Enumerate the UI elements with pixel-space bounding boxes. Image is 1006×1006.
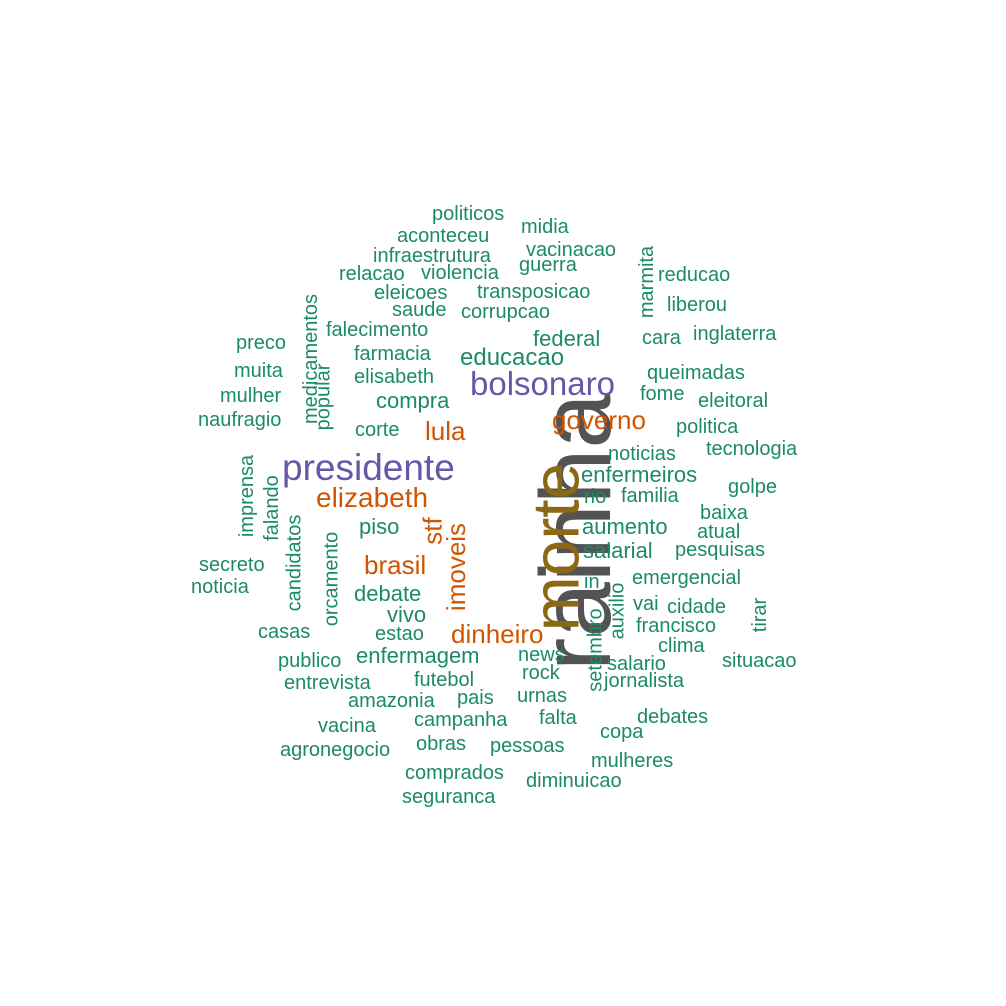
word: setembro <box>584 608 607 692</box>
word: fome <box>640 383 685 405</box>
word: presidente <box>282 447 455 488</box>
word: liberou <box>667 294 728 316</box>
word: violencia <box>421 262 499 284</box>
word: comprados <box>405 762 504 784</box>
word: noticias <box>608 443 676 465</box>
word: aconteceu <box>397 225 490 247</box>
word: aumento <box>582 514 668 539</box>
word: marmita <box>636 245 659 319</box>
word: entrevista <box>284 672 371 694</box>
word: bolsonaro <box>470 365 615 402</box>
word: transposicao <box>477 281 591 303</box>
word: lula <box>425 416 466 446</box>
word: dinheiro <box>451 619 544 649</box>
word: obras <box>416 733 467 755</box>
word: elizabeth <box>316 482 429 513</box>
word: cara <box>642 327 681 349</box>
word: infraestrutura <box>373 245 491 267</box>
word: naufragio <box>198 409 282 431</box>
word: diminuicao <box>526 770 622 792</box>
word: in <box>584 571 600 593</box>
word: auxilio <box>606 582 629 640</box>
word: debates <box>637 706 709 728</box>
word: morte <box>518 462 593 632</box>
word: preco <box>236 332 287 354</box>
word: situacao <box>722 650 797 672</box>
word: amazonia <box>348 690 435 712</box>
word: rock <box>522 662 560 684</box>
word: governo <box>552 405 646 435</box>
word: emergencial <box>632 567 741 589</box>
word: candidatos <box>283 514 306 612</box>
word: corte <box>355 419 400 441</box>
word: farmacia <box>354 343 431 365</box>
word: estao <box>375 623 424 645</box>
word: saude <box>392 299 447 321</box>
word: compra <box>376 388 450 413</box>
word: debate <box>354 581 422 606</box>
word: piso <box>359 514 400 539</box>
word: eleicoes <box>374 282 448 304</box>
word: copa <box>600 721 644 743</box>
word: clima <box>658 635 705 657</box>
word: falta <box>539 707 577 729</box>
word: federal <box>533 326 601 351</box>
word: tecnologia <box>706 438 798 460</box>
word: familia <box>621 485 679 507</box>
word: inglaterra <box>693 323 777 345</box>
word: francisco <box>636 615 717 637</box>
word: imoveis <box>441 522 472 612</box>
word: mulheres <box>591 750 674 772</box>
word: baixa <box>700 502 748 524</box>
word: jornalista <box>604 670 685 692</box>
word: enfermeiros <box>581 462 698 487</box>
word: urnas <box>517 685 568 707</box>
word: reducao <box>658 264 731 286</box>
word: relacao <box>339 263 405 285</box>
word: futebol <box>414 669 475 691</box>
word: falecimento <box>326 319 429 341</box>
word: vacinacao <box>526 239 617 261</box>
word: imprensa <box>236 454 259 538</box>
word: cidade <box>667 596 726 618</box>
word: rio <box>584 486 607 508</box>
word: news <box>518 644 565 666</box>
word: enfermagem <box>356 643 480 668</box>
word: seguranca <box>402 786 496 808</box>
word: guerra <box>519 254 577 276</box>
word: eleitoral <box>698 390 769 412</box>
word: pais <box>457 687 494 709</box>
word: salarial <box>583 538 653 563</box>
word: queimadas <box>647 362 745 384</box>
word: tirar <box>749 597 772 633</box>
word: golpe <box>728 476 777 498</box>
word: casas <box>258 621 311 643</box>
word: popular <box>312 363 335 431</box>
word: politica <box>676 416 739 438</box>
word: pesquisas <box>675 539 766 561</box>
word: vai <box>633 593 659 615</box>
word: vacina <box>318 715 376 737</box>
word: politicos <box>432 203 505 225</box>
word: pessoas <box>490 735 565 757</box>
word: elisabeth <box>354 366 435 388</box>
word: salario <box>607 653 666 675</box>
word: secreto <box>199 554 265 576</box>
word: agronegocio <box>280 739 391 761</box>
word: orcamento <box>320 531 343 627</box>
word: vivo <box>387 602 427 627</box>
word: muita <box>234 360 283 382</box>
word: brasil <box>364 550 427 580</box>
word: corrupcao <box>461 301 550 323</box>
word: midia <box>521 216 569 238</box>
word: noticia <box>191 576 249 598</box>
word: campanha <box>414 709 508 731</box>
word: atual <box>697 521 741 543</box>
word: publico <box>278 650 342 672</box>
word: mulher <box>220 385 282 407</box>
word: falando <box>260 475 283 541</box>
word: educacao <box>460 344 565 371</box>
